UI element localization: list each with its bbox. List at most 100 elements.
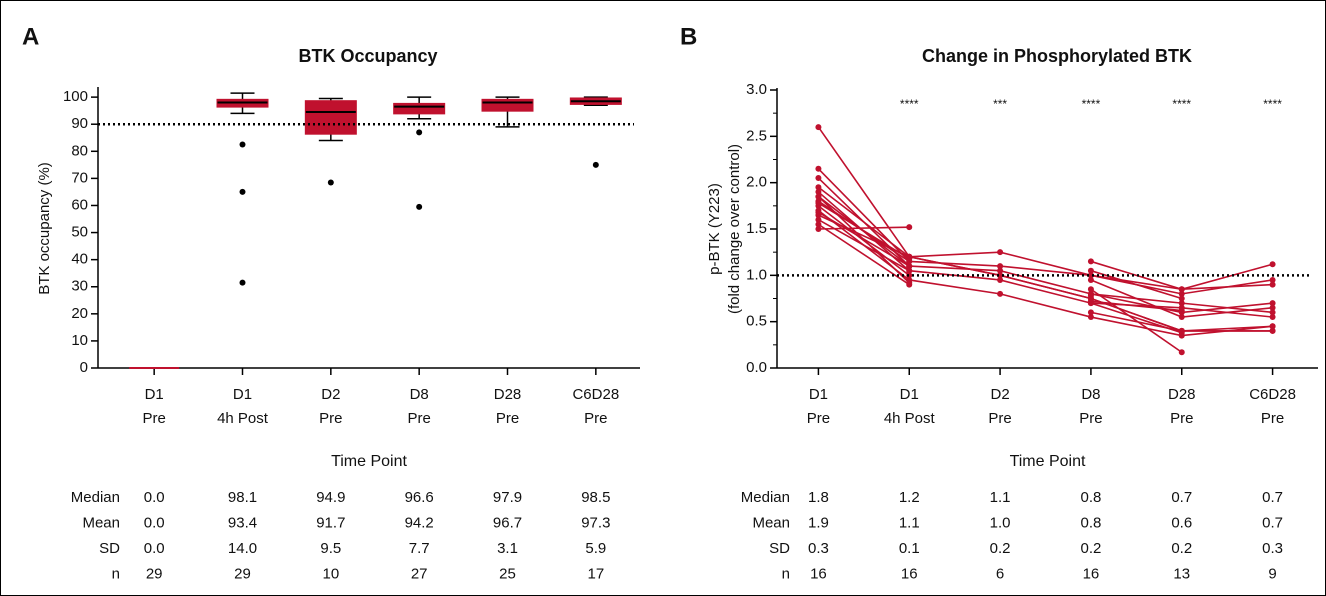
table-cell: 91.7 — [316, 514, 345, 531]
table-cell: 1.1 — [899, 514, 920, 531]
table-cell: 0.7 — [1262, 489, 1283, 506]
table-cell: 1.1 — [990, 489, 1011, 506]
outlier — [239, 188, 246, 195]
series-line — [817, 191, 1273, 318]
point — [1269, 327, 1276, 334]
y-tick-label: 30 — [71, 278, 88, 295]
table-row-label: Median — [71, 489, 120, 506]
x-tick-label: Pre — [1079, 410, 1102, 427]
table-cell: 94.2 — [405, 514, 434, 531]
point — [1178, 295, 1185, 302]
significance: *** — [993, 97, 1007, 111]
point — [1087, 267, 1094, 274]
point — [815, 200, 822, 207]
point — [1269, 323, 1276, 330]
point — [906, 267, 913, 274]
table-cell: 0.2 — [990, 540, 1011, 557]
x-tick-label: D1 — [145, 386, 164, 403]
x-tick-label: 4h Post — [884, 410, 936, 427]
point — [906, 272, 913, 279]
point — [997, 263, 1004, 270]
outlier — [416, 203, 423, 210]
table-cell: 96.7 — [493, 514, 522, 531]
point — [1269, 261, 1276, 268]
y-tick-label: 80 — [71, 142, 88, 159]
point — [815, 226, 822, 232]
point — [997, 290, 1004, 297]
point — [815, 124, 822, 131]
y-tick-label: 50 — [71, 224, 88, 241]
table-cell: 0.3 — [808, 540, 829, 557]
table-cell: 10 — [322, 565, 339, 582]
table-cell: 13 — [1173, 565, 1190, 582]
y-tick-label: 40 — [71, 251, 88, 268]
table-row-label: Mean — [82, 514, 120, 531]
y-tick-label: 0.5 — [746, 313, 767, 330]
y-tick-label: 3.0 — [746, 81, 767, 98]
table-cell: 1.0 — [990, 514, 1011, 531]
table-cell: 25 — [499, 565, 516, 582]
series-line — [817, 168, 1273, 295]
panel-label: A — [22, 23, 39, 50]
table-cell: 96.6 — [405, 489, 434, 506]
x-tick-label: D28 — [494, 386, 522, 403]
point — [1087, 258, 1094, 265]
x-tick-label: Pre — [988, 410, 1011, 427]
table-cell: 0.7 — [1262, 514, 1283, 531]
outlier — [239, 279, 246, 286]
x-tick-label: D28 — [1168, 386, 1196, 403]
point — [997, 276, 1004, 283]
point — [1269, 314, 1276, 321]
point — [1178, 290, 1185, 297]
point — [906, 255, 913, 262]
x-tick-label: D8 — [410, 386, 429, 403]
y-tick-label: 60 — [71, 196, 88, 213]
point — [815, 216, 822, 223]
table-row-label: SD — [99, 540, 120, 557]
point — [1087, 286, 1094, 293]
x-tick-label: Pre — [142, 410, 165, 427]
x-tick-label: D1 — [900, 386, 919, 403]
x-tick-label: Pre — [319, 410, 342, 427]
y-tick-label: 1.0 — [746, 266, 767, 283]
point — [906, 224, 913, 231]
x-tick-label: Pre — [407, 410, 430, 427]
table-cell: 94.9 — [316, 489, 345, 506]
point — [815, 175, 822, 182]
series-line — [817, 202, 1182, 312]
table-cell: 29 — [146, 565, 163, 582]
significance: **** — [1082, 97, 1101, 111]
table-cell: 0.2 — [1171, 540, 1192, 557]
table-row-label: n — [782, 565, 790, 582]
point — [997, 249, 1004, 256]
point — [1269, 300, 1276, 307]
table-cell: 16 — [810, 565, 827, 582]
point — [1269, 281, 1276, 288]
table-cell: 3.1 — [497, 540, 518, 557]
x-tick-label: D8 — [1081, 386, 1100, 403]
y-tick-label: 10 — [71, 332, 88, 349]
table-row-label: n — [112, 565, 120, 582]
table-cell: 0.2 — [1080, 540, 1101, 557]
outlier — [327, 179, 334, 186]
point — [815, 221, 822, 228]
y-axis-label: p-BTK (Y223) — [706, 183, 723, 275]
panel-label: B — [680, 23, 697, 50]
significance: **** — [1172, 97, 1191, 111]
x-tick-label: D1 — [233, 386, 252, 403]
table-row-label: Mean — [752, 514, 790, 531]
x-tick-label: D1 — [809, 386, 828, 403]
point — [1178, 300, 1185, 307]
significance: **** — [1263, 97, 1282, 111]
point — [906, 263, 913, 270]
table-cell: 0.8 — [1080, 514, 1101, 531]
point — [1269, 309, 1276, 316]
x-axis-label: Time Point — [1010, 453, 1086, 470]
x-tick-label: Pre — [496, 410, 519, 427]
y-tick-label: 0 — [80, 359, 88, 376]
outlier — [592, 161, 599, 168]
outlier — [416, 129, 423, 136]
table-cell: 0.0 — [144, 540, 165, 557]
point — [997, 267, 1004, 274]
